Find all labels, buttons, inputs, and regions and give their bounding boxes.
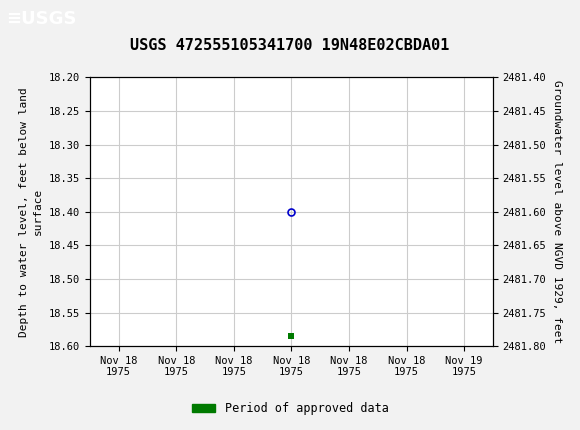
Y-axis label: Depth to water level, feet below land
surface: Depth to water level, feet below land su… [19,87,44,337]
Legend: Period of approved data: Period of approved data [187,397,393,420]
Text: ≡USGS: ≡USGS [6,10,77,28]
Text: USGS 472555105341700 19N48E02CBDA01: USGS 472555105341700 19N48E02CBDA01 [130,38,450,52]
Y-axis label: Groundwater level above NGVD 1929, feet: Groundwater level above NGVD 1929, feet [552,80,562,344]
